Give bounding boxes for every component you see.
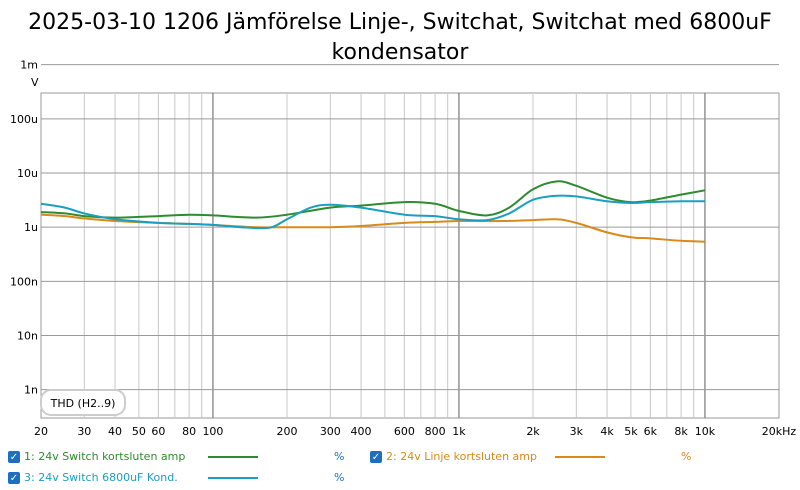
x-tick-label: 50: [132, 425, 146, 438]
legend-label-1: 1: 24v Switch kortsluten amp: [24, 450, 186, 463]
x-tick-label: 200: [277, 425, 298, 438]
legend-unit-1: %: [334, 450, 345, 463]
x-tick-label: 80: [182, 425, 196, 438]
x-tick-label: 800: [425, 425, 446, 438]
legend-item-1[interactable]: ✓ 1: 24v Switch kortsluten amp %: [8, 450, 344, 463]
x-tick-label: 600: [394, 425, 415, 438]
x-tick-label: 40: [108, 425, 122, 438]
thd-badge-label: THD (H2..9): [50, 397, 116, 410]
x-tick-label: 300: [320, 425, 341, 438]
x-tick-label: 60: [151, 425, 165, 438]
series-line-1: [40, 180, 706, 219]
y-tick-label: 1m: [20, 59, 38, 72]
chart-title-line2: kondensator: [331, 40, 469, 65]
x-tick-label: 3k: [570, 425, 584, 438]
y-tick-label: 100n: [10, 275, 38, 288]
series-line-3: [40, 194, 705, 230]
legend-label-3: 3: 24v Switch 6800uF Kond.: [24, 471, 178, 484]
x-tick-label: 5k: [624, 425, 638, 438]
x-tick-label: 2k: [526, 425, 540, 438]
x-tick-label: 1k: [452, 425, 466, 438]
legend-unit-2: %: [681, 450, 692, 463]
x-tick-label: 10k: [695, 425, 716, 438]
legend-unit-3: %: [334, 471, 345, 484]
grid: [41, 64, 779, 418]
y-tick-label: 1n: [24, 384, 38, 397]
x-tick-label: 100: [202, 425, 223, 438]
legend-line-2: [555, 455, 605, 458]
legend-item-2[interactable]: ✓ 2: 24v Linje kortsluten amp %: [370, 450, 691, 463]
y-tick-label: 1u: [24, 221, 38, 234]
thd-badge-frame: [40, 389, 126, 416]
x-tick-label: 20: [34, 425, 48, 438]
legend-line-1: [208, 455, 258, 458]
thd-badge[interactable]: THD (H2..9): [40, 389, 126, 416]
y-axis-label: V: [31, 76, 39, 89]
checkbox-checked-icon[interactable]: ✓: [8, 450, 20, 463]
x-tick-label: 4k: [600, 425, 614, 438]
x-tick-label: 400: [351, 425, 372, 438]
x-tick-label: 30: [77, 425, 91, 438]
chart-title: 2025-03-10 1206 Jämförelse Linje-, Switc…: [0, 8, 800, 68]
chart-title-line1: 2025-03-10 1206 Jämförelse Linje-, Switc…: [28, 10, 772, 35]
x-tick-label: 20kHz: [762, 425, 797, 438]
checkbox-checked-icon[interactable]: ✓: [8, 471, 20, 484]
legend-label-2: 2: 24v Linje kortsluten amp: [386, 450, 537, 463]
axis-labels: 20 30 40 50 60 80 100 200 300 400 600 800 1k 2k 3k 4k 5k…: [10, 59, 796, 438]
x-tick-label: 6k: [644, 425, 658, 438]
plot-area: [40, 92, 780, 419]
x-tick-label: 8k: [674, 425, 688, 438]
checkbox-checked-icon[interactable]: ✓: [370, 450, 382, 463]
y-tick-label: 100u: [10, 113, 38, 126]
legend-line-3: [208, 476, 258, 479]
y-tick-label: 10n: [17, 330, 38, 343]
legend-item-3[interactable]: ✓ 3: 24v Switch 6800uF Kond. %: [8, 471, 344, 484]
series-group: [40, 180, 706, 243]
y-tick-label: 10u: [17, 167, 38, 180]
